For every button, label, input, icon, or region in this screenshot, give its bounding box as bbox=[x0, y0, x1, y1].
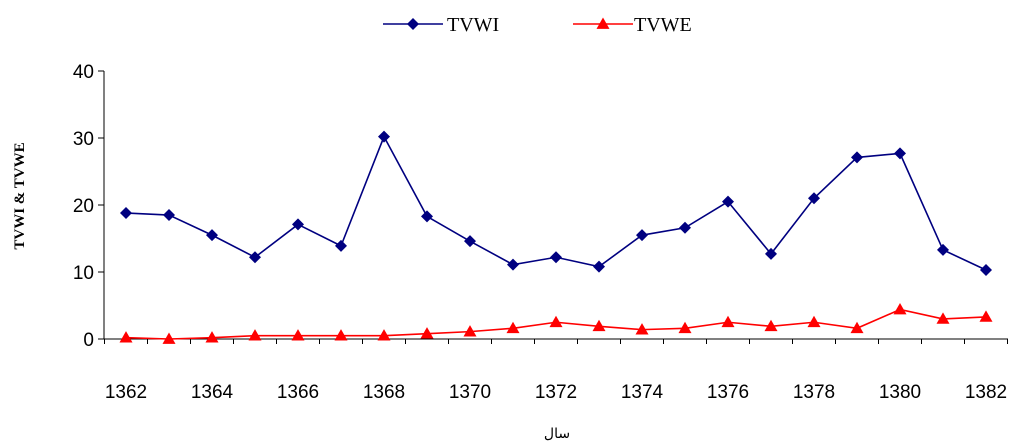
series-tvwe bbox=[119, 303, 993, 344]
x-tick-label: 1374 bbox=[621, 382, 664, 403]
data-point-tvwi bbox=[593, 260, 605, 273]
data-point-tvwi bbox=[292, 218, 304, 231]
data-point-tvwe bbox=[592, 319, 606, 332]
data-point-tvwi bbox=[378, 130, 390, 143]
data-point-tvwe bbox=[979, 310, 993, 322]
data-point-tvwe bbox=[291, 329, 305, 341]
y-tick-label: 40 bbox=[73, 62, 94, 83]
y-tick-label: 20 bbox=[73, 196, 94, 217]
x-tick-label: 1372 bbox=[535, 382, 577, 403]
data-point-tvwi bbox=[464, 235, 476, 248]
axis-labels: TVWI & TVWE سال bbox=[12, 142, 570, 442]
axes: 0 10 20 30 40 1362 1364 1366 1368 1370 1372 1374 137… bbox=[73, 62, 1008, 403]
data-point-tvwe bbox=[463, 325, 477, 337]
data-point-tvwe bbox=[893, 303, 907, 315]
data-point-tvwe bbox=[635, 323, 649, 335]
data-point-tvwi bbox=[980, 263, 992, 276]
y-axis-label: TVWI & TVWE bbox=[12, 142, 28, 249]
data-point-tvwe bbox=[678, 321, 692, 334]
legend-marker bbox=[407, 18, 419, 30]
data-point-tvwi bbox=[163, 209, 175, 222]
data-point-tvwi bbox=[679, 221, 691, 234]
data-point-tvwi bbox=[421, 210, 433, 223]
x-tick-label: 1368 bbox=[363, 382, 405, 403]
data-point-tvwe bbox=[420, 327, 434, 339]
x-tick-label: 1382 bbox=[965, 382, 1007, 403]
y-tick-label: 10 bbox=[73, 263, 94, 284]
data-point-tvwi bbox=[722, 195, 734, 208]
data-point-tvwi bbox=[249, 251, 261, 264]
data-point-tvwe bbox=[248, 329, 262, 341]
legend-marker bbox=[596, 17, 610, 29]
data-point-tvwi bbox=[808, 192, 820, 205]
legend-item-tvwi: TVWI bbox=[383, 14, 499, 36]
x-tick-label: 1364 bbox=[191, 382, 234, 403]
data-point-tvwe bbox=[205, 331, 219, 343]
data-point-tvwi bbox=[937, 243, 949, 256]
data-point-tvwi bbox=[894, 147, 906, 160]
legend-label: TVWE bbox=[634, 14, 692, 36]
data-point-tvwe bbox=[506, 321, 520, 334]
legend: TVWI TVWE bbox=[383, 14, 692, 36]
data-point-tvwi bbox=[636, 229, 648, 242]
y-tick-label: 0 bbox=[83, 330, 94, 351]
series-tvwi bbox=[120, 130, 992, 276]
data-point-tvwi bbox=[550, 251, 562, 264]
data-point-tvwe bbox=[721, 315, 735, 328]
x-tick-label: 1362 bbox=[105, 382, 147, 403]
data-point-tvwe bbox=[119, 331, 133, 343]
series-layer bbox=[119, 130, 993, 344]
data-point-tvwi bbox=[120, 207, 132, 220]
data-point-tvwe bbox=[764, 319, 778, 332]
legend-item-tvwe: TVWE bbox=[573, 14, 692, 36]
y-tick-label: 30 bbox=[73, 129, 94, 150]
data-point-tvwi bbox=[335, 239, 347, 252]
data-point-tvwe bbox=[334, 329, 348, 341]
data-point-tvwi bbox=[507, 258, 519, 271]
x-tick-label: 1380 bbox=[879, 382, 921, 403]
x-tick-label: 1370 bbox=[449, 382, 491, 403]
x-tick-label: 1376 bbox=[707, 382, 749, 403]
data-point-tvwe bbox=[807, 315, 821, 328]
x-tick-label: 1378 bbox=[793, 382, 835, 403]
data-point-tvwi bbox=[765, 247, 777, 260]
data-point-tvwi bbox=[851, 151, 863, 164]
data-point-tvwe bbox=[850, 321, 864, 334]
data-point-tvwe bbox=[936, 312, 950, 324]
data-point-tvwi bbox=[206, 229, 218, 242]
data-point-tvwe bbox=[162, 332, 176, 344]
x-axis-label: سال bbox=[544, 426, 570, 442]
x-tick-label: 1366 bbox=[277, 382, 319, 403]
legend-label: TVWI bbox=[447, 14, 499, 36]
data-point-tvwe bbox=[549, 315, 563, 328]
data-point-tvwe bbox=[377, 329, 391, 341]
